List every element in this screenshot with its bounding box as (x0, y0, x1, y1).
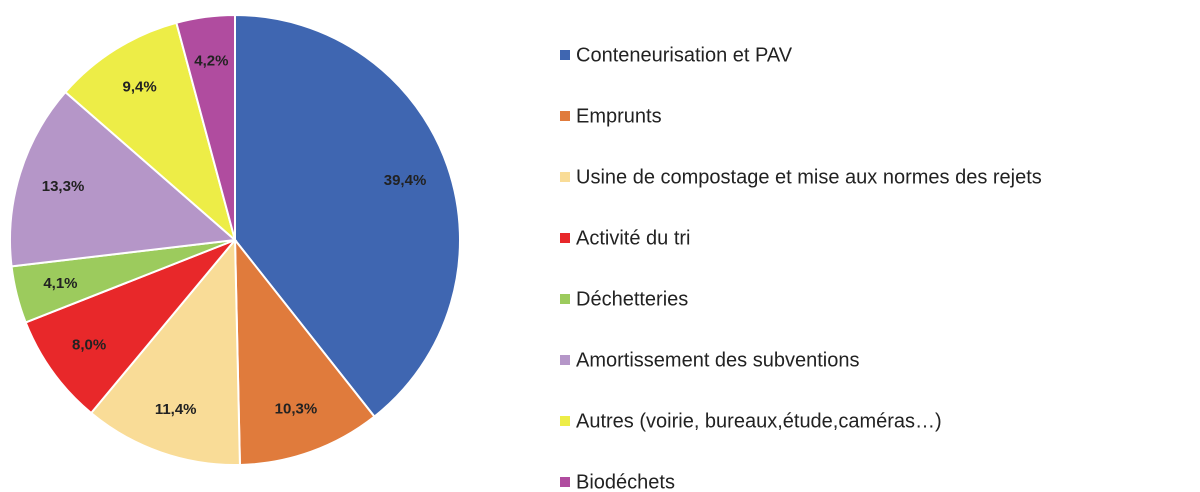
data-label: 4,1% (43, 275, 77, 292)
data-label: 13,3% (42, 178, 85, 195)
legend-label: Emprunts (576, 105, 662, 127)
pie-slice (89, 237, 241, 466)
data-label: 11,4% (155, 401, 197, 418)
legend-label: Usine de compostage et mise aux normes d… (576, 166, 1042, 188)
pie-slice (175, 13, 236, 241)
data-label: 10,3% (275, 400, 318, 417)
legend-swatch (560, 355, 570, 365)
legend-swatch (560, 233, 570, 243)
data-label: 8,0% (72, 336, 106, 353)
legend-swatch (560, 294, 570, 304)
legend-swatch (560, 111, 570, 121)
pie-slice (64, 21, 237, 243)
pie-slice (24, 239, 236, 415)
legend-label: Conteneurisation et PAV (576, 44, 793, 66)
legend-label: Autres (voirie, bureaux,étude,caméras…) (576, 410, 942, 432)
legend-label: Activité du tri (576, 227, 690, 249)
data-label: 39,4% (384, 172, 427, 189)
legend-swatch (560, 477, 570, 487)
legend-swatch (560, 172, 570, 182)
legend-label: Amortissement des subventions (576, 349, 859, 371)
legend-swatch (560, 50, 570, 60)
legend-swatch (560, 416, 570, 426)
legend-label: Biodéchets (576, 471, 675, 492)
legend-label: Déchetteries (576, 288, 688, 310)
pie-slice (233, 237, 376, 466)
data-label: 9,4% (122, 78, 156, 95)
pie-slice (9, 90, 238, 268)
pie-slice (234, 13, 461, 418)
data-label: 4,2% (194, 53, 228, 70)
